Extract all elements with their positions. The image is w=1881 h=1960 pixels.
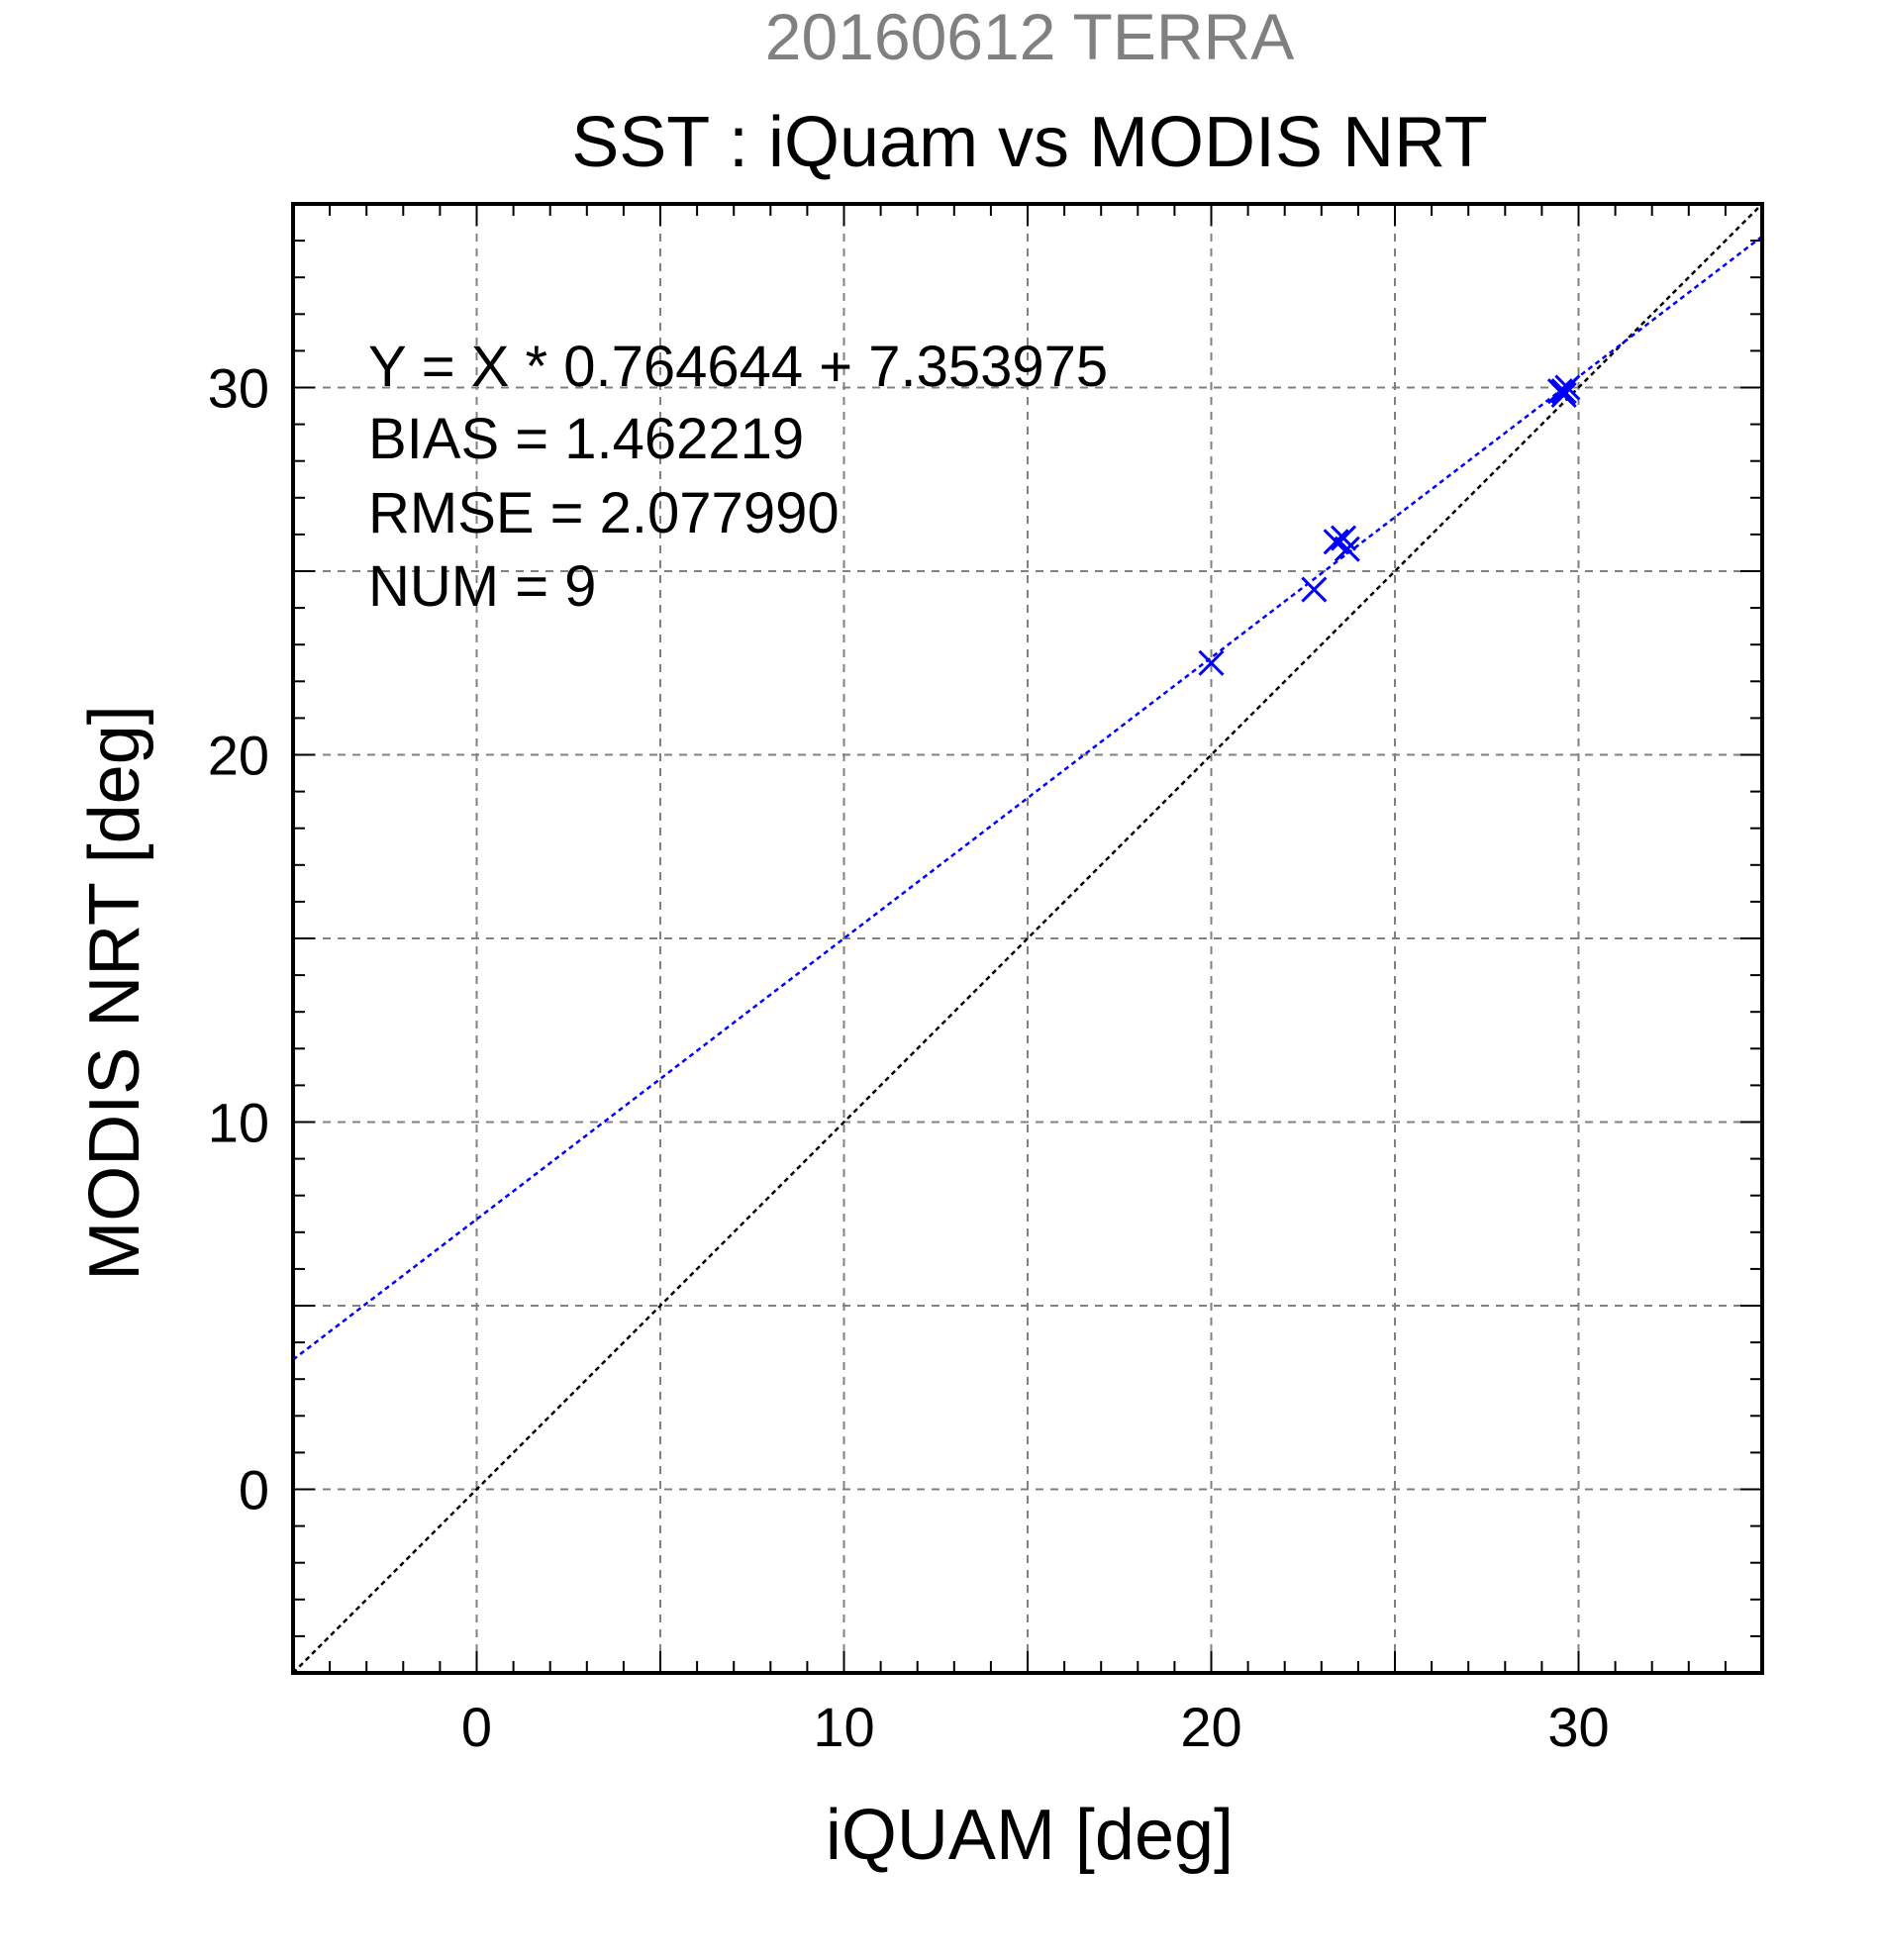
data-point-stroke [1550,378,1577,405]
data-point-stroke [1301,576,1328,603]
data-point-stroke [1330,525,1357,551]
x-axis-label: iQUAM [deg] [826,1796,1234,1875]
data-point [1334,536,1360,562]
data-point-stroke [1550,381,1577,408]
identity-line [293,204,1762,1673]
x-tick-label: 0 [461,1696,492,1758]
x-tick-label: 10 [813,1696,874,1758]
data-point-stroke [1334,536,1360,562]
stats-box: Y = X * 0.764644 + 7.353975 BIAS = 1.462… [368,335,1108,619]
rmse-stat: RMSE = 2.077990 [368,481,840,545]
data-point [1301,576,1328,603]
grid [293,204,1762,1673]
reference-lines [293,204,1762,1673]
x-tick-label: 20 [1180,1696,1241,1758]
y-tick-label: 0 [239,1459,269,1521]
data-point [1323,529,1349,555]
data-point [1198,649,1225,676]
y-tick-label: 20 [208,725,269,787]
y-axis-label: MODIS NRT [deg] [75,705,154,1281]
data-point-stroke [1323,529,1349,555]
num-stat: NUM = 9 [368,554,596,619]
fit-equation: Y = X * 0.764644 + 7.353975 [368,335,1108,399]
chart-supertitle: 20160612 TERRA [765,0,1294,73]
x-tick-label: 30 [1547,1696,1609,1758]
bias-stat: BIAS = 1.462219 [368,407,804,471]
data-points [1198,374,1581,676]
y-tick-label: 30 [208,357,269,420]
plot-frame [291,202,1764,1675]
tick-labels: 0 0 10 10 20 20 30 30 [208,357,1610,1759]
y-tick-label: 10 [208,1092,269,1154]
data-point [1550,381,1577,408]
chart-title: SST : iQuam vs MODIS NRT [571,103,1488,182]
data-point-stroke [1198,649,1225,676]
data-point [1550,378,1577,405]
